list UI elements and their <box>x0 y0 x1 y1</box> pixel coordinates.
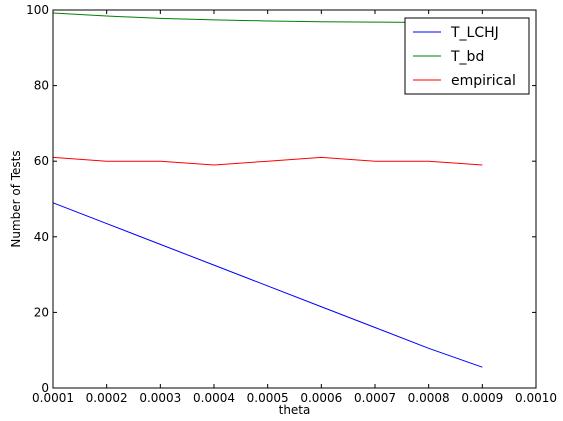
legend: T_LCHJ T_bd empirical <box>404 17 530 95</box>
x-tick-label: 0.0007 <box>354 391 396 405</box>
x-tick-label: 0.0004 <box>193 391 235 405</box>
y-tick-label: 20 <box>34 305 49 319</box>
x-tick-label: 0.0008 <box>408 391 450 405</box>
series-line-t-lchj <box>52 202 483 368</box>
x-tick-label: 0.0003 <box>139 391 181 405</box>
y-tick-label: 60 <box>34 154 49 168</box>
y-tick-label: 0 <box>41 381 49 395</box>
y-tick-label: 40 <box>34 230 49 244</box>
x-tick-label: 0.0009 <box>461 391 503 405</box>
x-tick-label: 0.0005 <box>247 391 289 405</box>
series-line-empirical <box>52 156 483 166</box>
y-axis-title: Number of Tests <box>9 150 23 247</box>
x-axis-title: theta <box>279 403 311 417</box>
legend-label-t-lchj: T_LCHJ <box>450 25 499 41</box>
y-tick-label: 100 <box>26 3 49 17</box>
plot-frame <box>52 9 537 389</box>
x-tick-label: 0.0002 <box>86 391 128 405</box>
axes-layer: 0.0001 0.0002 0.0003 0.0004 0.0005 0.0006 0.00… <box>9 3 557 417</box>
x-tick-label: 0.0010 <box>515 391 557 405</box>
legend-label-empirical: empirical <box>451 73 516 89</box>
x-tick-label: 0.0001 <box>32 391 74 405</box>
legend-label-t-bd: T_bd <box>450 49 484 65</box>
y-tick-label: 80 <box>34 79 49 93</box>
x-tick-label: 0.0006 <box>300 391 342 405</box>
